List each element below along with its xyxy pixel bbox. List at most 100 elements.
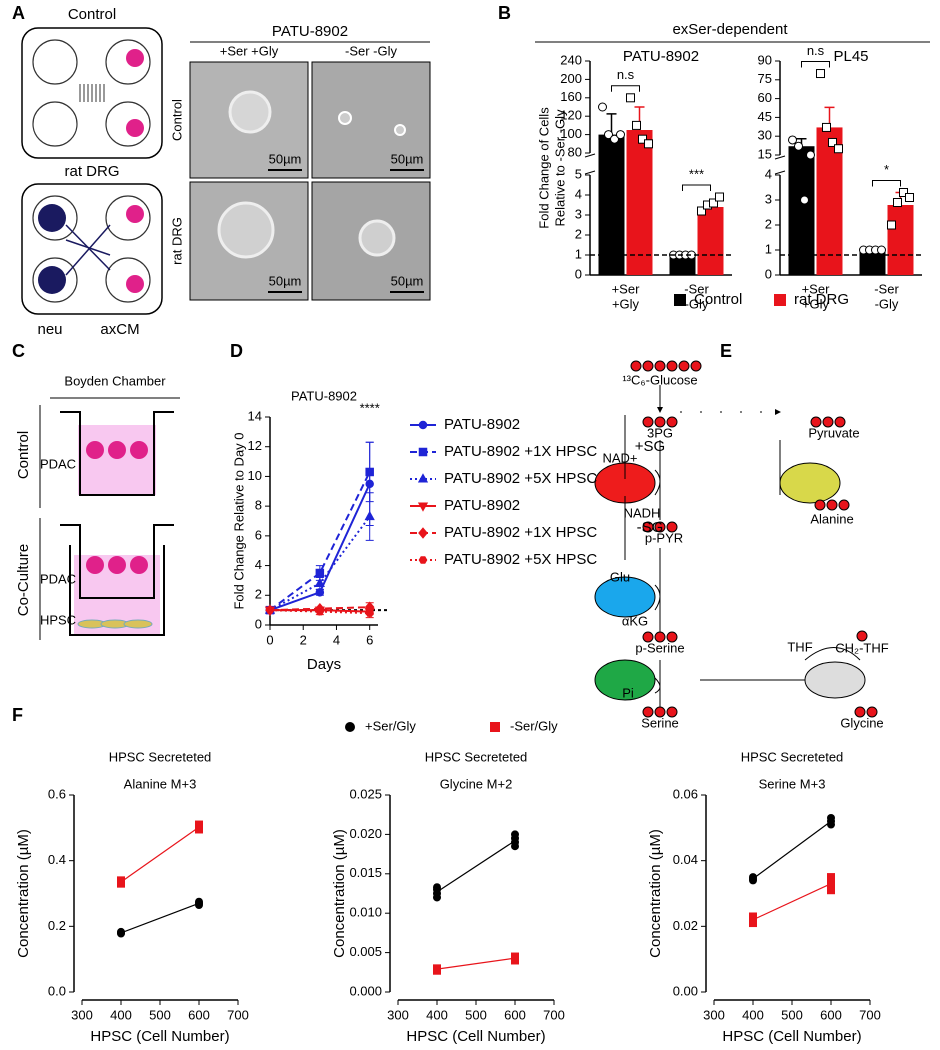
y-tick-label: 0.010	[349, 905, 382, 920]
y-tick-label: 0.020	[349, 826, 382, 841]
significance-label: n.s	[617, 67, 635, 82]
legend-group-label: -SG	[637, 519, 664, 536]
scale-bar-label: 50µm	[391, 273, 424, 288]
marker	[433, 964, 441, 973]
y-tick-label: 2	[255, 587, 262, 602]
significance-label: *	[884, 162, 889, 177]
marker	[265, 606, 275, 614]
diagram-label: HPSC	[40, 612, 76, 627]
series-line	[436, 957, 516, 970]
significance-bracket	[682, 184, 711, 191]
row-label: Control	[15, 431, 32, 479]
chart-subtitle: PATU-8902	[623, 48, 699, 65]
y-tick-label: 3	[765, 191, 772, 206]
marker	[816, 69, 825, 79]
y-tick-label: 0.02	[673, 918, 698, 933]
marker	[828, 137, 837, 147]
error-bar	[606, 113, 617, 135]
panel-c-diagram	[39, 397, 180, 640]
marker	[827, 886, 835, 895]
spheroid	[358, 219, 396, 257]
medium	[78, 425, 156, 495]
x-tick-label: 4	[333, 632, 340, 647]
marker	[749, 873, 757, 882]
significance-bracket	[801, 61, 830, 68]
chart-title: PATU-8902	[291, 388, 357, 403]
y-tick-label: 0.04	[673, 852, 698, 867]
marker	[899, 188, 908, 197]
y-tick-label: 1	[765, 241, 772, 256]
series-line	[269, 471, 371, 611]
marker	[893, 198, 902, 207]
y-axis-label: Concentration (µM)	[15, 829, 32, 958]
marker	[604, 130, 613, 140]
significance-label: ***	[689, 166, 704, 181]
marker	[511, 952, 519, 961]
panel-label: B	[498, 3, 511, 23]
axis-break	[774, 155, 786, 160]
chart-title: HPSC Secreteted	[741, 749, 844, 764]
y-tick-label: 4	[255, 557, 262, 572]
y-tick-label: 75	[758, 71, 772, 86]
marker	[616, 130, 625, 140]
scale-bar-label: 50µm	[269, 273, 302, 288]
legend-swatch	[774, 294, 786, 306]
series-line	[752, 883, 832, 921]
marker	[749, 912, 757, 921]
x-axis-label: Days	[307, 656, 341, 673]
marker	[195, 820, 203, 829]
diagram-label: PDAC	[40, 456, 76, 471]
y-tick-label: 1	[575, 246, 582, 261]
axis-break	[584, 153, 596, 158]
bar	[626, 130, 653, 275]
x-axis-label: HPSC (Cell Number)	[722, 1028, 861, 1045]
axis-break	[584, 170, 596, 175]
axis-break	[774, 170, 786, 175]
x-tick-label: 600	[188, 1007, 210, 1022]
x-tick-label: 700	[859, 1007, 881, 1022]
marker	[626, 93, 635, 103]
marker	[195, 897, 203, 906]
legend-label: +Ser/Gly	[365, 718, 416, 733]
column-label: +Ser +Gly	[220, 43, 279, 58]
x-tick-label: 700	[227, 1007, 249, 1022]
marker	[827, 873, 835, 882]
marker	[315, 607, 325, 616]
legend-group-label: +SG	[635, 438, 665, 455]
panel-label: E	[720, 341, 732, 361]
marker	[117, 927, 125, 936]
chart-title: Alanine M+3	[124, 776, 197, 791]
metabolite-label: NADH	[624, 505, 661, 520]
marker	[365, 609, 375, 617]
y-tick-label: 0	[765, 266, 772, 281]
marker	[806, 150, 815, 160]
x-axis-label: HPSC (Cell Number)	[90, 1028, 229, 1045]
marker	[887, 220, 896, 230]
y-axis-label: Relative to -Ser -Gly	[552, 109, 567, 227]
marker	[315, 588, 325, 597]
chart-title: HPSC Secreteted	[425, 749, 528, 764]
marker	[511, 830, 519, 839]
x-tick-label: +Gly	[612, 296, 640, 311]
legend-label: PATU-8902	[444, 416, 520, 433]
metabolite-label: ¹³C₆-Glucose	[622, 372, 697, 387]
marker	[709, 198, 718, 208]
diagram-label: axCM	[100, 321, 139, 338]
y-tick-label: 0.00	[673, 983, 698, 998]
panel-header: exSer-dependent	[672, 21, 788, 38]
marker	[345, 722, 355, 732]
chart-title: Glycine M+2	[440, 776, 513, 791]
x-tick-label: -Gly	[685, 296, 709, 311]
metabolite-label: Serine	[641, 715, 679, 730]
marker	[644, 139, 653, 149]
marker	[417, 473, 429, 483]
panel-label: F	[12, 705, 23, 725]
x-tick-label: 500	[465, 1007, 487, 1022]
y-tick-label: 0.4	[48, 852, 66, 867]
metabolite-label: Alanine	[810, 511, 853, 526]
metabolite-label: p-Serine	[635, 640, 684, 655]
well	[32, 39, 78, 85]
metabolite-label: NAD+	[602, 450, 637, 465]
y-tick-label: 0.0	[48, 983, 66, 998]
